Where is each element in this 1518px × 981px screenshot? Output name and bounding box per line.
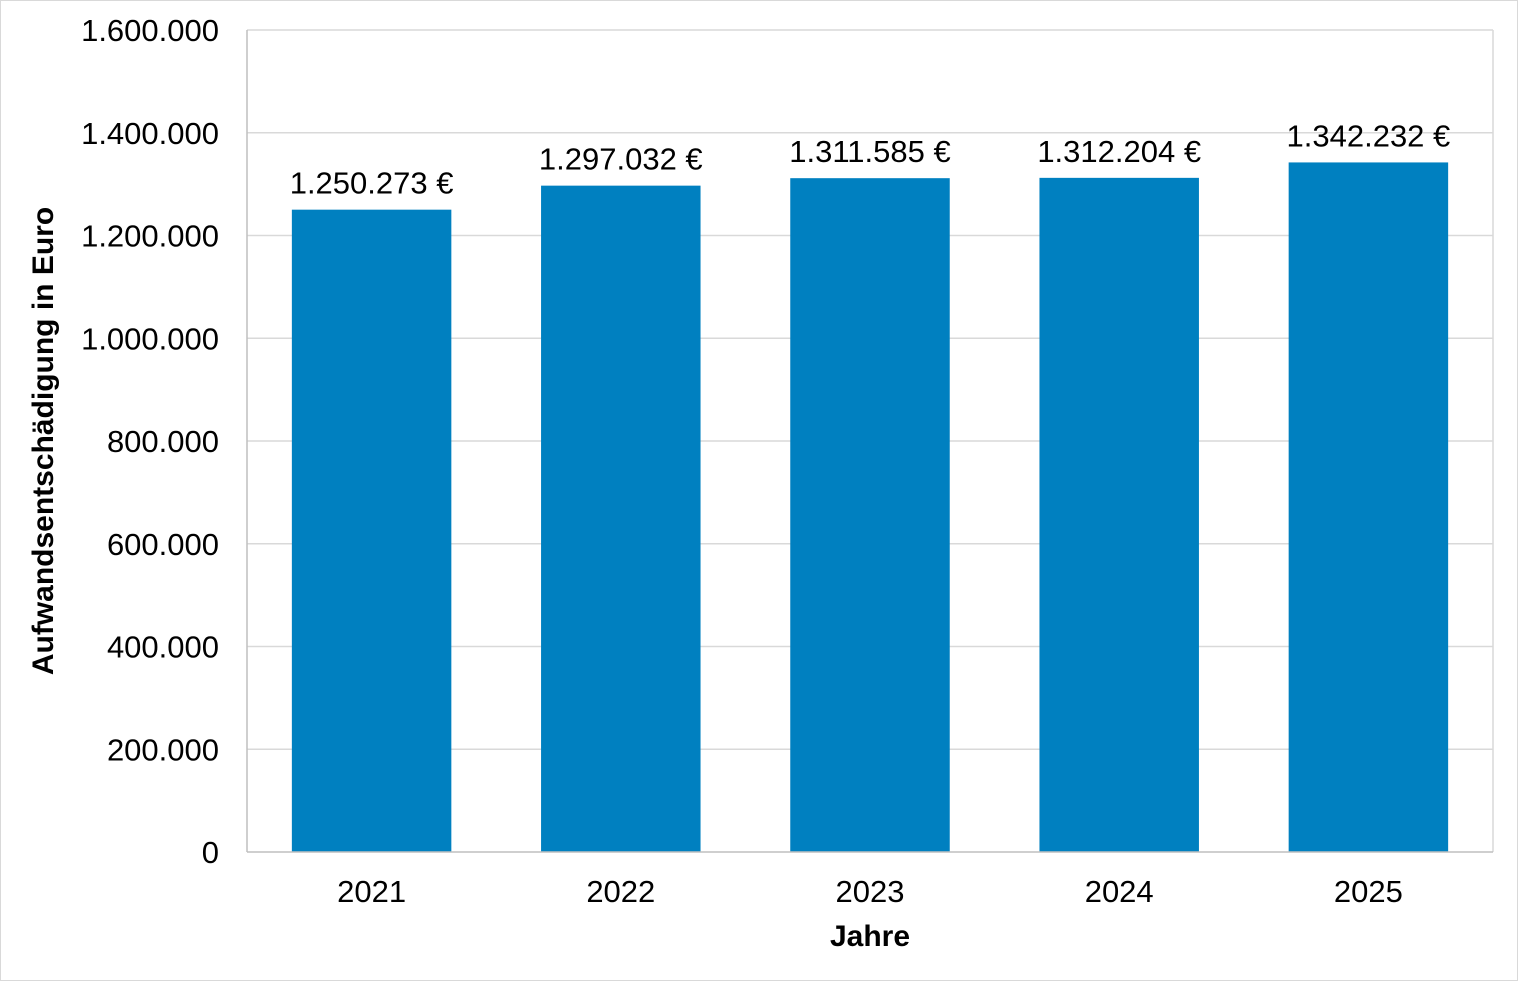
x-tick-label-2021: 2021 xyxy=(337,874,406,909)
data-label-2024: 1.312.204 € xyxy=(1037,134,1201,169)
y-tick-label: 1.400.000 xyxy=(81,116,219,151)
bar-2025 xyxy=(1288,162,1449,852)
x-axis-title: Jahre xyxy=(830,920,910,953)
data-label-2025: 1.342.232 € xyxy=(1287,118,1451,153)
data-label-2022: 1.297.032 € xyxy=(539,142,703,177)
bars xyxy=(291,162,1449,853)
x-tick-label-2024: 2024 xyxy=(1085,874,1154,909)
y-tick-label: 0 xyxy=(202,835,219,870)
y-tick-label: 200.000 xyxy=(107,732,219,767)
data-label-2023: 1.311.585 € xyxy=(789,134,950,169)
y-tick-label: 600.000 xyxy=(107,527,219,562)
data-label-2021: 1.250.273 € xyxy=(290,166,454,201)
y-tick-label: 400.000 xyxy=(107,630,219,665)
bar-2024 xyxy=(1039,177,1199,852)
y-tick-label: 800.000 xyxy=(107,424,219,459)
bar-2022 xyxy=(541,185,701,853)
labels: 0 200.000 400.000 600.000 800.000 1.000.000 1.… xyxy=(81,13,1450,909)
y-tick-label: 1.600.000 xyxy=(81,13,219,48)
x-tick-label-2025: 2025 xyxy=(1334,874,1403,909)
bar-2021 xyxy=(291,209,452,852)
x-tick-label-2023: 2023 xyxy=(836,874,905,909)
bar-2023 xyxy=(790,178,950,852)
y-tick-label: 1.200.000 xyxy=(81,219,219,254)
y-axis-title: Aufwandsentschädigung in Euro xyxy=(27,207,60,675)
y-tick-label: 1.000.000 xyxy=(81,321,219,356)
x-tick-label-2022: 2022 xyxy=(586,874,655,909)
axes xyxy=(246,30,1494,853)
